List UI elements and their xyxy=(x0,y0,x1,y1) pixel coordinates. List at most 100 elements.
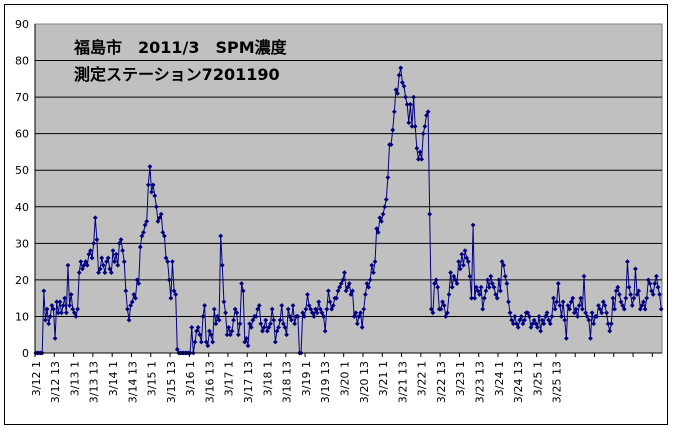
data-point xyxy=(469,295,474,301)
data-point xyxy=(125,306,130,312)
data-point xyxy=(207,328,212,334)
data-point xyxy=(272,339,278,345)
y-tick-label: 40 xyxy=(15,201,29,214)
data-point xyxy=(407,102,413,107)
data-point xyxy=(584,314,590,319)
x-tick-label: 3/23 13 xyxy=(474,361,487,403)
data-point xyxy=(559,314,564,319)
data-point xyxy=(404,102,410,107)
data-point xyxy=(480,306,486,312)
data-point xyxy=(168,295,174,301)
data-point xyxy=(102,270,108,275)
data-point xyxy=(522,317,527,323)
data-point xyxy=(316,299,322,305)
data-point xyxy=(253,314,259,319)
data-point xyxy=(428,306,434,312)
chart-title-line1: 福島市 2011/3 SPM濃度 xyxy=(73,38,288,57)
data-point xyxy=(258,321,264,327)
data-point xyxy=(451,273,457,279)
data-point xyxy=(309,310,315,316)
x-tick-label: 3/23 1 xyxy=(454,361,467,396)
data-point xyxy=(456,259,462,265)
data-point xyxy=(358,310,363,316)
data-point xyxy=(269,306,275,312)
data-point xyxy=(314,310,320,316)
data-point xyxy=(554,299,560,305)
data-point xyxy=(319,310,325,316)
data-point xyxy=(515,325,521,330)
data-point xyxy=(459,251,465,257)
data-point xyxy=(485,277,490,283)
data-point xyxy=(533,321,539,327)
data-point xyxy=(96,270,101,275)
data-point xyxy=(211,306,217,312)
data-point xyxy=(581,273,587,279)
data-point xyxy=(441,303,447,308)
data-point xyxy=(166,277,172,283)
data-point xyxy=(435,284,441,290)
data-point xyxy=(108,270,114,275)
data-point xyxy=(100,262,106,268)
data-point xyxy=(628,292,634,297)
data-point xyxy=(406,120,412,126)
data-point xyxy=(354,321,360,327)
data-point xyxy=(300,310,306,316)
data-point xyxy=(383,197,389,202)
data-point xyxy=(118,237,124,243)
x-tick-label: 3/14 13 xyxy=(126,361,139,403)
data-point xyxy=(351,314,357,319)
data-point xyxy=(551,295,556,301)
y-tick-label: 10 xyxy=(15,310,29,323)
data-point xyxy=(478,284,484,290)
data-point xyxy=(567,306,572,312)
data-point xyxy=(234,310,240,316)
data-point xyxy=(277,317,283,323)
data-point xyxy=(600,299,606,305)
data-point xyxy=(419,156,425,162)
data-point xyxy=(73,314,79,319)
data-point xyxy=(633,266,638,272)
data-point xyxy=(576,303,582,308)
data-point xyxy=(589,310,595,316)
data-point xyxy=(432,281,437,286)
data-point xyxy=(464,255,470,261)
data-point xyxy=(473,284,479,290)
data-point xyxy=(444,310,450,316)
data-point xyxy=(99,255,105,261)
data-point xyxy=(197,332,203,338)
data-point xyxy=(629,303,635,308)
data-point xyxy=(454,281,460,286)
data-point xyxy=(133,295,138,301)
data-point xyxy=(163,255,169,261)
x-tick-label: 3/20 13 xyxy=(358,361,371,403)
data-point xyxy=(416,156,421,162)
data-point xyxy=(145,182,151,188)
data-point xyxy=(531,317,537,323)
data-point xyxy=(636,288,642,294)
data-point xyxy=(623,295,629,301)
data-point xyxy=(425,109,431,115)
data-point xyxy=(231,317,236,323)
data-point xyxy=(422,123,428,129)
data-point xyxy=(552,306,558,312)
y-tick-label: 20 xyxy=(15,274,29,287)
data-point xyxy=(329,306,335,312)
data-point xyxy=(317,306,323,312)
data-point xyxy=(641,299,646,305)
data-point xyxy=(237,321,243,327)
data-point xyxy=(322,328,328,334)
data-point xyxy=(557,303,563,308)
data-point xyxy=(499,259,505,265)
data-point xyxy=(580,306,585,312)
data-point xyxy=(520,321,526,327)
x-tick-label: 3/15 1 xyxy=(146,361,159,396)
data-point xyxy=(55,310,61,316)
data-point xyxy=(162,233,167,239)
data-point xyxy=(639,303,645,308)
data-point xyxy=(80,266,85,272)
data-point xyxy=(536,314,542,319)
data-point xyxy=(634,292,640,297)
data-point xyxy=(301,314,307,319)
data-point xyxy=(396,72,402,78)
data-point xyxy=(113,251,119,257)
